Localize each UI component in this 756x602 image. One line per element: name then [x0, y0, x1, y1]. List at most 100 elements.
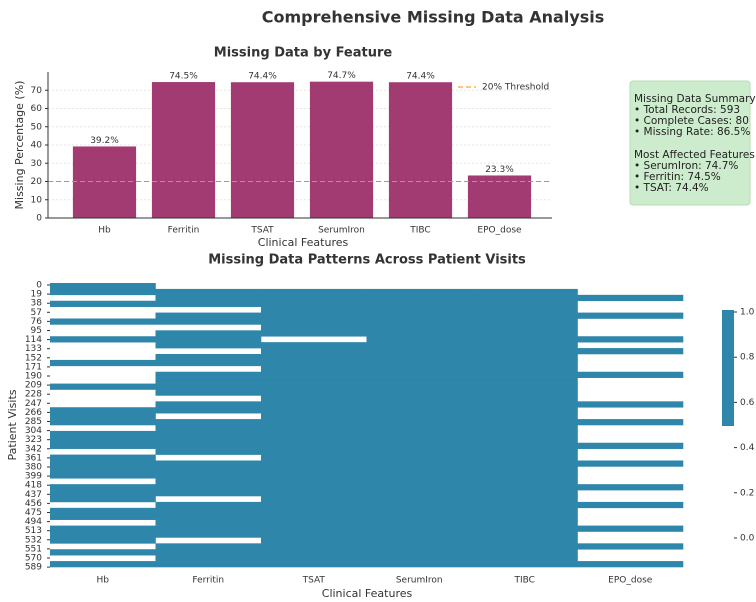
heatmap-cell	[577, 419, 684, 426]
x-tick-label: Ferritin	[192, 576, 224, 586]
heatmap-cell	[366, 395, 473, 402]
heatmap-cell	[156, 307, 262, 313]
heatmap-cell	[155, 472, 262, 479]
heatmap-cell	[366, 549, 473, 556]
heatmap-cell	[155, 407, 262, 414]
heatmap-cell	[577, 442, 684, 449]
y-tick-label: 152	[25, 353, 42, 363]
y-tick-label: 76	[31, 317, 43, 327]
heatmap-cell	[50, 324, 156, 330]
heatmap-cell	[472, 525, 578, 532]
heatmap-cell	[578, 360, 684, 366]
heatmap-cell	[366, 454, 473, 461]
heatmap-cell	[366, 525, 473, 532]
heatmap-cell	[261, 454, 367, 461]
heatmap-cell	[155, 436, 262, 444]
heatmap-cell	[50, 366, 156, 372]
heatmap-cell	[578, 472, 684, 478]
heatmap-cell	[366, 294, 473, 302]
heatmap-cell	[261, 549, 367, 556]
heatmap-cell	[578, 437, 684, 443]
y-tick-label: 247	[25, 399, 42, 409]
heatmap-cell	[261, 336, 367, 342]
y-tick-label: 342	[25, 444, 42, 454]
heatmap-cell	[50, 372, 156, 378]
heatmap-cell	[261, 436, 367, 444]
heatmap-cell	[261, 513, 367, 520]
heatmap-cell	[50, 313, 156, 319]
heatmap-cell	[366, 496, 473, 503]
heatmap-cell	[50, 330, 156, 336]
heatmap-cell	[472, 466, 578, 473]
x-tick-label: Hb	[98, 226, 111, 236]
heatmap-cell	[155, 430, 262, 438]
heatmap-cell	[156, 537, 262, 543]
heatmap-cell	[578, 395, 684, 401]
heatmap-cell	[577, 460, 684, 467]
heatmap-cell	[261, 472, 367, 479]
x-tick-label: Ferritin	[168, 226, 200, 236]
heatmap-cell	[366, 513, 473, 520]
heatmap-cell	[366, 484, 473, 491]
heatmap-cell	[261, 478, 367, 485]
summary-line: • Total Records: 593	[634, 104, 740, 116]
x-axis-title: Clinical Features	[258, 236, 349, 249]
heatmap-cell	[50, 283, 156, 290]
heatmap-cell	[155, 383, 262, 390]
bar	[72, 146, 137, 218]
heatmap-cell	[578, 319, 684, 325]
heatmap-cell	[472, 377, 578, 384]
heatmap-cell	[50, 484, 156, 491]
figure-title: Comprehensive Missing Data Analysis	[262, 8, 605, 27]
heatmap-cell	[261, 389, 367, 396]
heatmap-cell	[366, 348, 473, 355]
heatmap-cell	[472, 501, 578, 509]
y-tick-label: 361	[25, 453, 42, 463]
summary-line: • Ferritin: 74.5%	[634, 171, 721, 183]
heatmap-cell	[472, 561, 578, 568]
heatmap-cell	[366, 318, 473, 325]
y-tick-label: 20	[31, 177, 43, 187]
heatmap-cell	[472, 496, 578, 503]
heatmap-cell	[578, 508, 684, 514]
heatmap-cell	[50, 407, 156, 414]
y-tick-label: 70	[31, 86, 43, 96]
x-tick-label: EPO_dose	[608, 576, 653, 586]
heatmap-cell	[50, 513, 156, 520]
bar	[388, 82, 453, 218]
heatmap-cell	[578, 330, 684, 336]
heatmap-cell	[366, 312, 473, 319]
heatmap-cell	[261, 425, 367, 432]
heatmap-cell	[261, 377, 367, 384]
heatmap-cell	[366, 430, 473, 438]
summary-line: • Complete Cases: 80	[634, 115, 749, 127]
heatmap-cell	[366, 507, 473, 515]
heatmap-cell	[155, 401, 262, 408]
heatmap-cell	[472, 425, 578, 432]
bar	[309, 81, 374, 218]
y-tick-label: 456	[25, 499, 42, 509]
heatmap-cell	[366, 472, 473, 479]
heatmap-cell	[366, 300, 473, 307]
heatmap-cell	[366, 419, 473, 426]
heatmap-cell	[261, 354, 367, 361]
heatmap-cell	[261, 496, 367, 503]
heatmap-cell	[472, 365, 578, 373]
heatmap-cell	[366, 531, 473, 538]
heatmap-cell	[472, 472, 578, 479]
heatmap-cell	[577, 371, 684, 378]
heatmap-cell	[155, 531, 262, 538]
heatmap-cell	[472, 348, 578, 355]
y-tick-label: 323	[25, 435, 42, 445]
heatmap-cell	[472, 354, 578, 361]
heatmap-cell	[366, 425, 473, 432]
y-tick-label: 228	[25, 390, 42, 400]
heatmap-cell	[261, 419, 367, 426]
heatmap-cell	[156, 348, 262, 354]
heatmap-cell	[155, 294, 262, 302]
heatmap-cell	[261, 318, 367, 325]
chart-title: Missing Data Patterns Across Patient Vis…	[208, 253, 526, 268]
heatmap-cell	[472, 454, 578, 461]
summary-box	[629, 80, 751, 206]
